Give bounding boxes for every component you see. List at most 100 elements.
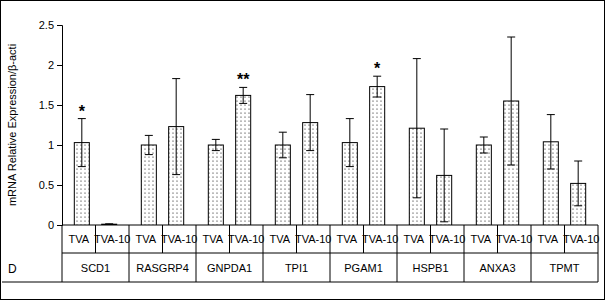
series-label: TVA-10 (429, 233, 465, 245)
error-cap (413, 197, 421, 198)
y-tick: 1.5 (39, 99, 62, 111)
y-tick-mark (57, 65, 62, 66)
significance: ** (237, 71, 250, 88)
error-cap (373, 97, 381, 98)
error-bar (105, 223, 113, 225)
error-line (444, 129, 445, 222)
error-cap (105, 223, 113, 224)
error-bar (145, 135, 153, 154)
error-cap (547, 114, 555, 115)
error-line (310, 95, 311, 151)
series-label: TVA-10 (362, 233, 398, 245)
series-label: TVA (202, 233, 223, 245)
table-line (2, 282, 598, 283)
error-cap (172, 78, 180, 79)
error-cap (574, 205, 582, 206)
error-bar (373, 76, 381, 97)
bar (236, 95, 251, 225)
error-bar (480, 137, 488, 153)
error-cap (306, 150, 314, 151)
series-label: TVA (470, 233, 491, 245)
error-line (578, 161, 579, 206)
error-cap (440, 221, 448, 222)
error-cap (306, 94, 314, 95)
error-bar (547, 115, 555, 169)
y-tick-mark (57, 185, 62, 186)
plot-area (74, 37, 585, 225)
series-label: TVA (336, 233, 357, 245)
error-line (81, 119, 82, 167)
y-tick: 2 (48, 59, 62, 71)
y-tick-label: 2 (48, 59, 54, 71)
series-label: TVA-10 (161, 233, 197, 245)
error-bar (306, 95, 314, 151)
y-tick-label: 0.5 (39, 179, 54, 191)
error-cap (279, 132, 287, 133)
bar (208, 145, 223, 225)
error-cap (547, 169, 555, 170)
series-label: TVA (68, 233, 89, 245)
error-bar (172, 79, 180, 175)
y-axis: 0 0.5 1 1.5 2 2.5 (39, 19, 63, 231)
category-label: RASGRP4 (136, 262, 189, 274)
series-label: TVA (537, 233, 558, 245)
error-line (550, 115, 551, 169)
frame (1, 1, 605, 300)
error-line (511, 37, 512, 165)
series-label: TVA-10 (94, 233, 130, 245)
error-bar (574, 161, 582, 206)
error-cap (440, 129, 448, 130)
error-line (349, 119, 350, 167)
error-bar (239, 87, 247, 103)
error-line (377, 76, 378, 97)
y-axis-line (57, 26, 63, 226)
error-cap (413, 58, 421, 59)
error-cap (279, 157, 287, 158)
y-tick-label: 0 (48, 219, 54, 231)
error-bar (279, 132, 287, 158)
y-tick-mark (57, 225, 62, 226)
bar (141, 145, 156, 225)
series-label: TVA (135, 233, 156, 245)
bar (370, 87, 385, 225)
error-cap (212, 150, 220, 151)
error-cap (212, 139, 220, 140)
error-cap (507, 37, 515, 38)
series-label: TVA (269, 233, 290, 245)
category-label: TPI1 (285, 262, 308, 274)
error-line (483, 137, 484, 153)
error-line (176, 79, 177, 175)
error-bar (212, 139, 220, 150)
chart-container: 0 0.5 1 1.5 2 2.5 mRNA Relative Expression/β-a… (0, 0, 606, 305)
y-tick-label: 2.5 (39, 19, 54, 31)
error-bar (78, 119, 86, 167)
series-label: TVA-10 (295, 233, 331, 245)
error-bar (440, 129, 448, 222)
error-line (148, 135, 149, 154)
y-tick: 0.5 (39, 179, 62, 191)
y-tick-mark (57, 25, 62, 26)
error-line (243, 87, 244, 103)
error-cap (574, 161, 582, 162)
error-line (215, 139, 216, 150)
error-cap (145, 154, 153, 155)
series-label: TVA-10 (496, 233, 532, 245)
category-label: GNPDA1 (207, 262, 252, 274)
significance: * (79, 103, 86, 120)
significance: * (374, 60, 381, 77)
error-bar (413, 59, 421, 198)
y-tick-mark (57, 105, 62, 106)
y-axis-title: mRNA Relative Expression/β-acti (6, 44, 18, 206)
category-separator (62, 225, 63, 282)
y-tick: 0 (48, 219, 62, 231)
error-cap (145, 135, 153, 136)
bar (476, 145, 491, 225)
category-label: SCD1 (81, 262, 110, 274)
category-label: ANXA3 (479, 262, 515, 274)
category-label: HSPB1 (412, 262, 448, 274)
bar (102, 224, 117, 225)
panel-label: D (8, 262, 17, 276)
error-bar (346, 119, 354, 167)
error-cap (172, 174, 180, 175)
y-tick: 1 (48, 139, 62, 151)
